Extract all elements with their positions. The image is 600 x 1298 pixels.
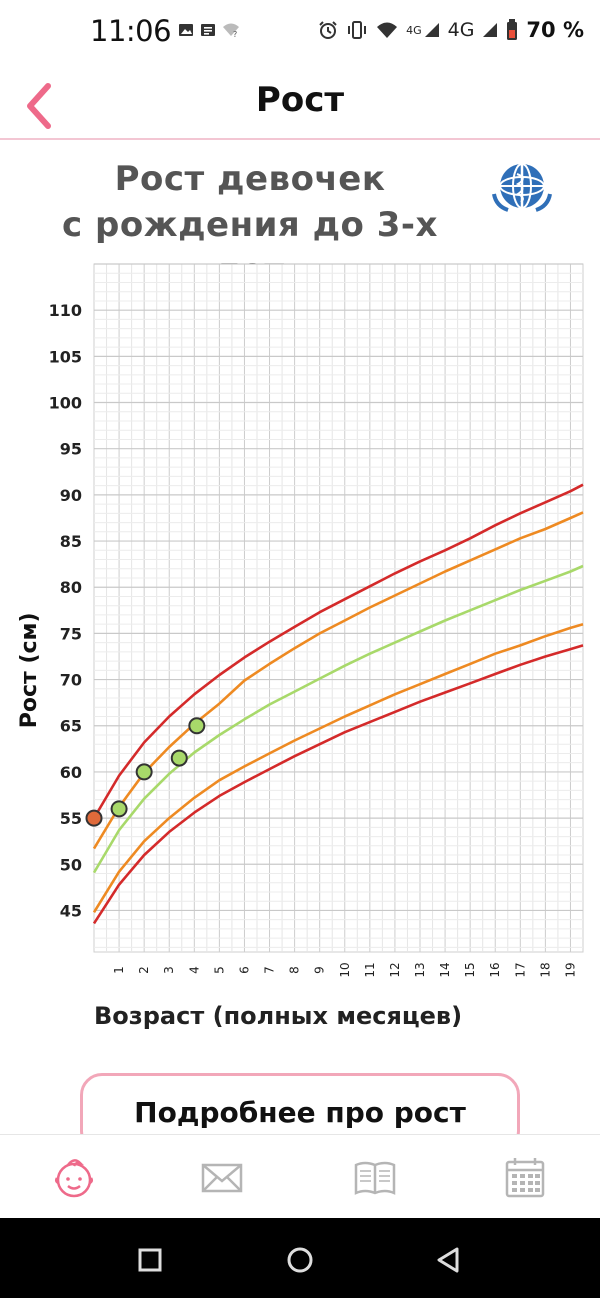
plot-area <box>93 263 584 953</box>
wifi-icon <box>377 22 398 38</box>
y-tick-label: 85 <box>60 532 82 551</box>
x-tick-label: 3 <box>162 966 176 974</box>
chevron-left-icon <box>27 83 51 129</box>
y-tick-label: 45 <box>60 901 82 920</box>
y-axis-label: Рост (см) <box>17 612 42 728</box>
y-tick-label: 105 <box>49 347 82 366</box>
calendar-icon <box>505 1158 545 1198</box>
y-tick-label: 100 <box>49 394 82 413</box>
x-tick-label: 8 <box>288 966 302 974</box>
y-tick-label: 110 <box>49 301 82 320</box>
book-icon <box>354 1161 396 1195</box>
x-tick-label: 7 <box>263 966 277 974</box>
bottom-tab-bar <box>0 1134 600 1220</box>
signal-icon-2 <box>483 23 498 37</box>
svg-text:?: ? <box>233 30 237 38</box>
triangle-back-icon <box>437 1247 459 1273</box>
who-logo-icon <box>492 163 552 212</box>
x-tick-label: 12 <box>388 962 402 977</box>
battery-icon <box>507 19 518 40</box>
x-tick-label: 13 <box>413 962 427 977</box>
status-time: 11:06 <box>90 14 172 48</box>
measurement-point <box>188 717 206 735</box>
x-tick-label: 14 <box>438 962 452 977</box>
page-title: Рост <box>255 80 345 120</box>
x-tick-label: 15 <box>463 962 477 977</box>
x-tick-label: 4 <box>187 966 201 974</box>
message-icon <box>201 24 215 36</box>
home-button[interactable] <box>280 1240 320 1280</box>
wifi-question-icon: ? <box>223 23 239 38</box>
square-icon <box>138 1248 162 1272</box>
y-tick-label: 90 <box>60 486 82 505</box>
y-tick-label: 50 <box>60 855 82 874</box>
back-button[interactable] <box>18 74 66 130</box>
y-tick-label: 60 <box>60 763 82 782</box>
measurement-point <box>110 800 128 818</box>
chart-title-line1: Рост девочек <box>114 159 386 199</box>
tab-baby[interactable] <box>49 1153 99 1203</box>
x-tick-label: 6 <box>237 966 251 974</box>
x-tick-label: 19 <box>563 962 577 977</box>
app-header: Рост <box>0 66 600 140</box>
y-tick-label: 80 <box>60 578 82 597</box>
percentile-curve-5 <box>92 644 584 925</box>
tab-articles[interactable] <box>350 1153 400 1203</box>
back-nav-button[interactable] <box>428 1240 468 1280</box>
more-about-growth-label: Подробнее про рост <box>134 1096 466 1129</box>
percentile-curve-3 <box>92 564 584 874</box>
measurement-point <box>85 809 103 827</box>
percentile-curve-1 <box>92 483 584 819</box>
x-axis-label: Возраст (полных месяцев) <box>94 1002 463 1030</box>
baby-face-icon <box>54 1159 94 1198</box>
system-nav-bar <box>0 1218 600 1298</box>
recent-apps-button[interactable] <box>130 1240 170 1280</box>
vibrate-icon <box>348 21 367 39</box>
y-tick-label: 95 <box>60 440 82 459</box>
circle-icon <box>287 1247 313 1273</box>
network-4g: 4G <box>447 19 475 41</box>
signal-icon <box>424 23 439 37</box>
y-tick-label: 55 <box>60 809 82 828</box>
x-tick-label: 2 <box>137 966 151 974</box>
x-tick-label: 17 <box>513 962 527 977</box>
percentile-curve-2 <box>92 511 584 850</box>
measurement-point <box>170 749 188 767</box>
tab-messages[interactable] <box>197 1153 247 1203</box>
y-tick-label: 75 <box>60 624 82 643</box>
y-tick-label: 70 <box>60 671 82 690</box>
x-tick-label: 18 <box>538 962 552 977</box>
x-tick-label: 11 <box>363 962 377 977</box>
x-tick-label: 5 <box>212 966 226 974</box>
status-bar: 11:06 ? 4G 4G 70 % <box>0 0 600 66</box>
x-tick-label: 10 <box>338 962 352 977</box>
network-4g-small: 4G <box>406 23 422 37</box>
percentile-curve-4 <box>92 622 584 913</box>
x-tick-label: 16 <box>488 962 502 977</box>
status-right: 4G 4G 70 % <box>318 18 584 42</box>
tab-calendar[interactable] <box>500 1153 550 1203</box>
envelope-icon <box>201 1163 243 1193</box>
notification-icons: ? <box>178 22 240 38</box>
growth-chart: 45 50 55 60 65 70 75 80 85 90 95 100 105 110 1 2 3 4 5 6 7 8 9… <box>0 250 600 990</box>
x-tick-label: 1 <box>112 966 126 974</box>
alarm-icon <box>319 21 337 39</box>
image-icon <box>179 24 193 36</box>
y-tick-label: 65 <box>60 717 82 736</box>
measurement-point <box>135 763 153 781</box>
x-tick-label: 9 <box>313 966 327 974</box>
battery-level: 70 % <box>526 18 584 42</box>
